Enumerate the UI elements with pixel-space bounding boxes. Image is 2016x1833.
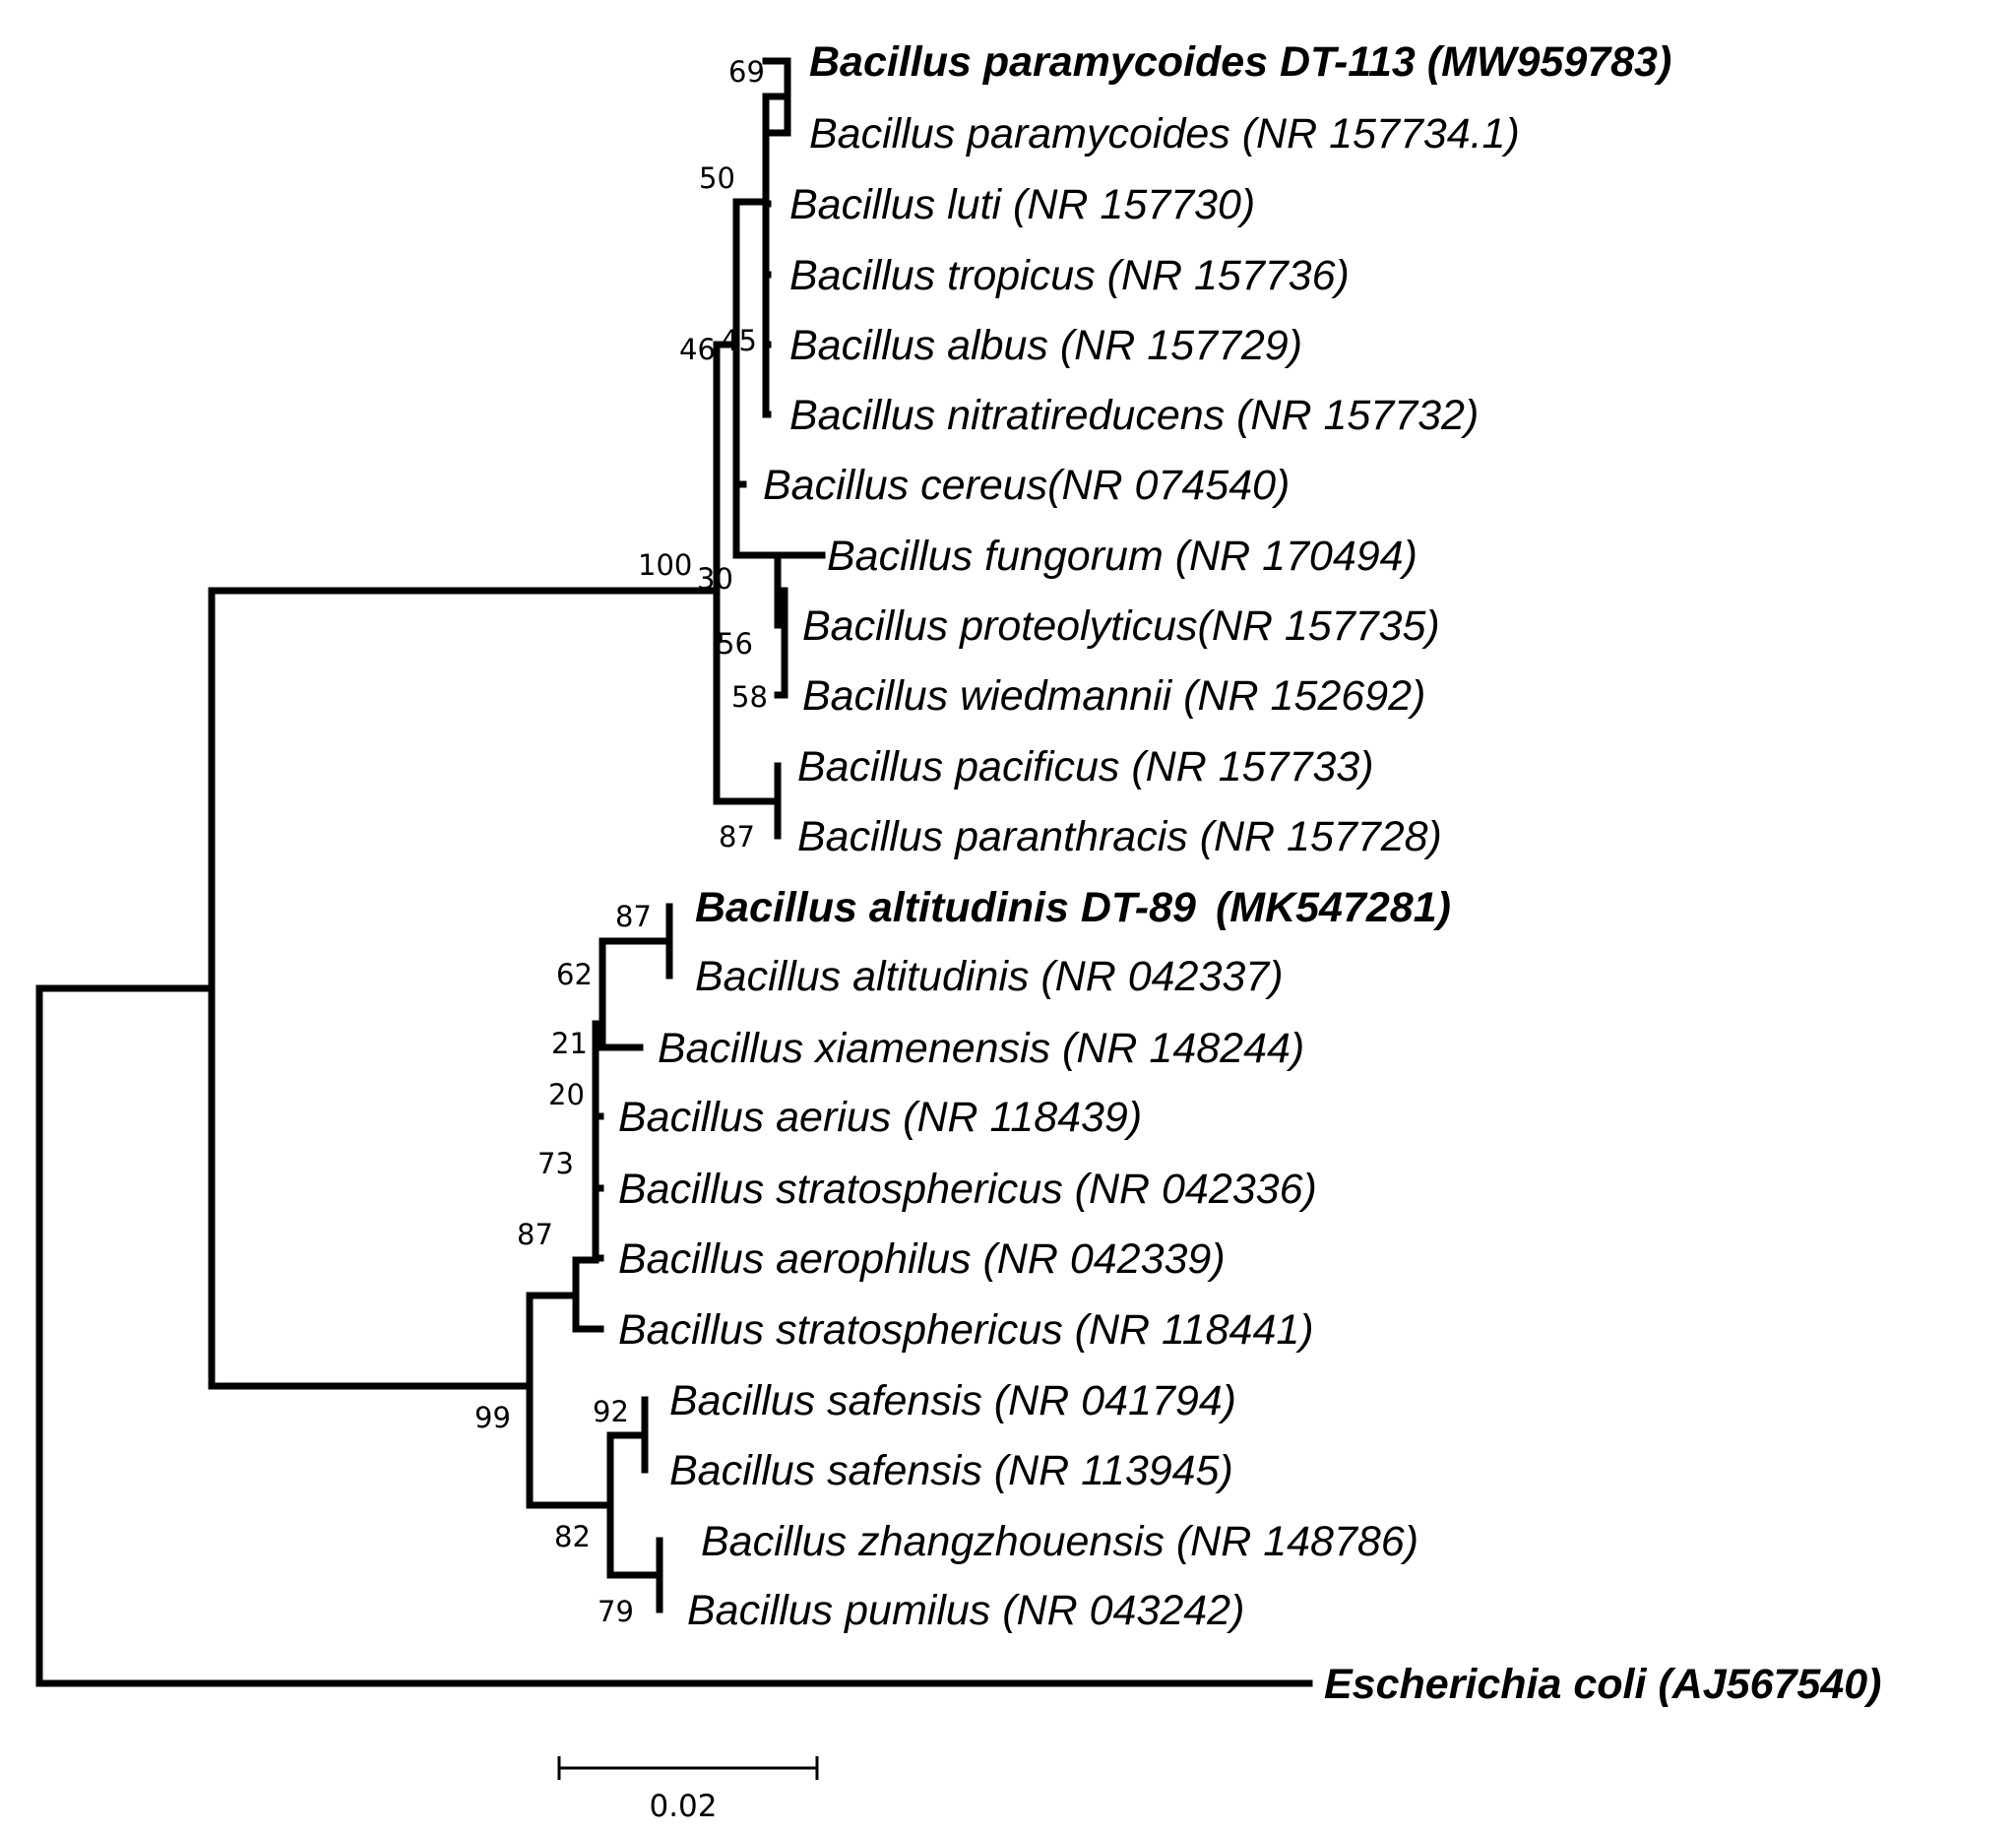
taxon-label-alt89: Bacillus altitudinis DT-89 (MK547281) <box>695 884 1451 931</box>
taxon-label-aer: Bacillus aerius (NR 118439) <box>618 1094 1142 1141</box>
support-value: 87 <box>615 900 652 933</box>
scale-bar-label: 0.02 <box>649 1789 717 1824</box>
support-value: 56 <box>717 627 753 661</box>
taxon-label-panth: Bacillus paranthracis (NR 157728) <box>797 813 1442 860</box>
support-value: 73 <box>537 1147 574 1180</box>
support-value: 79 <box>598 1595 634 1628</box>
support-value: 58 <box>731 680 768 714</box>
taxon-label-pmyc: Bacillus paramycoides (NR 157734.1) <box>809 110 1520 158</box>
support-value: 92 <box>593 1395 629 1428</box>
taxon-label-albus: Bacillus albus (NR 157729) <box>789 322 1302 369</box>
taxon-label-pum: Bacillus pumilus (NR 043242) <box>687 1587 1244 1634</box>
taxon-label-zhang: Bacillus zhangzhouensis (NR 148786) <box>701 1518 1418 1565</box>
scale-bar: 0.02 <box>557 1756 819 1824</box>
taxon-label-paci: Bacillus pacificus (NR 157733) <box>797 743 1374 790</box>
taxon-label-strat1: Bacillus stratosphericus (NR 042336) <box>618 1166 1317 1213</box>
taxon-label-nitr: Bacillus nitratireducens (NR 157732) <box>789 392 1479 439</box>
taxon-label-saf2: Bacillus safensis (NR 113945) <box>669 1447 1233 1494</box>
support-value: 87 <box>719 820 755 853</box>
support-value: 30 <box>697 562 733 596</box>
taxon-label-saf1: Bacillus safensis (NR 041794) <box>669 1377 1236 1424</box>
taxon-label-cereus: Bacillus cereus(NR 074540) <box>763 462 1290 509</box>
taxon-label-prot: Bacillus proteolyticus(NR 157735) <box>802 602 1440 650</box>
support-value: 46 <box>679 333 716 366</box>
taxon-label-ecoli: Escherichia coli (AJ567540) <box>1324 1661 1881 1708</box>
taxon-label-wied: Bacillus wiedmannii (NR 152692) <box>802 672 1425 720</box>
support-value: 99 <box>474 1401 511 1434</box>
support-value: 20 <box>548 1078 585 1111</box>
taxon-label-trop: Bacillus tropicus (NR 157736) <box>789 252 1350 299</box>
support-value: 50 <box>699 161 735 195</box>
taxon-label-fung: Bacillus fungorum (NR 170494) <box>827 533 1418 580</box>
taxon-label-xiam: Bacillus xiamenensis (NR 148244) <box>658 1025 1304 1072</box>
taxon-labels: Bacillus paramycoides DT-113 (MW959783) B… <box>618 38 1881 1708</box>
support-value: 100 <box>638 548 692 582</box>
tree-branches <box>35 57 1313 1687</box>
support-value: 69 <box>728 55 765 89</box>
support-value: 21 <box>551 1027 588 1060</box>
taxon-label-pmyc113: Bacillus paramycoides DT-113 (MW959783) <box>809 38 1671 86</box>
taxon-label-alt: Bacillus altitudinis (NR 042337) <box>695 953 1284 1000</box>
support-value: 82 <box>554 1520 591 1553</box>
support-value: 45 <box>721 324 757 357</box>
support-value: 87 <box>517 1218 553 1251</box>
taxon-label-aero: Bacillus aerophilus (NR 042339) <box>618 1235 1226 1283</box>
support-value: 62 <box>556 958 593 991</box>
taxon-label-strat2: Bacillus stratosphericus (NR 118441) <box>618 1306 1314 1354</box>
taxon-label-luti: Bacillus luti (NR 157730) <box>789 181 1255 228</box>
